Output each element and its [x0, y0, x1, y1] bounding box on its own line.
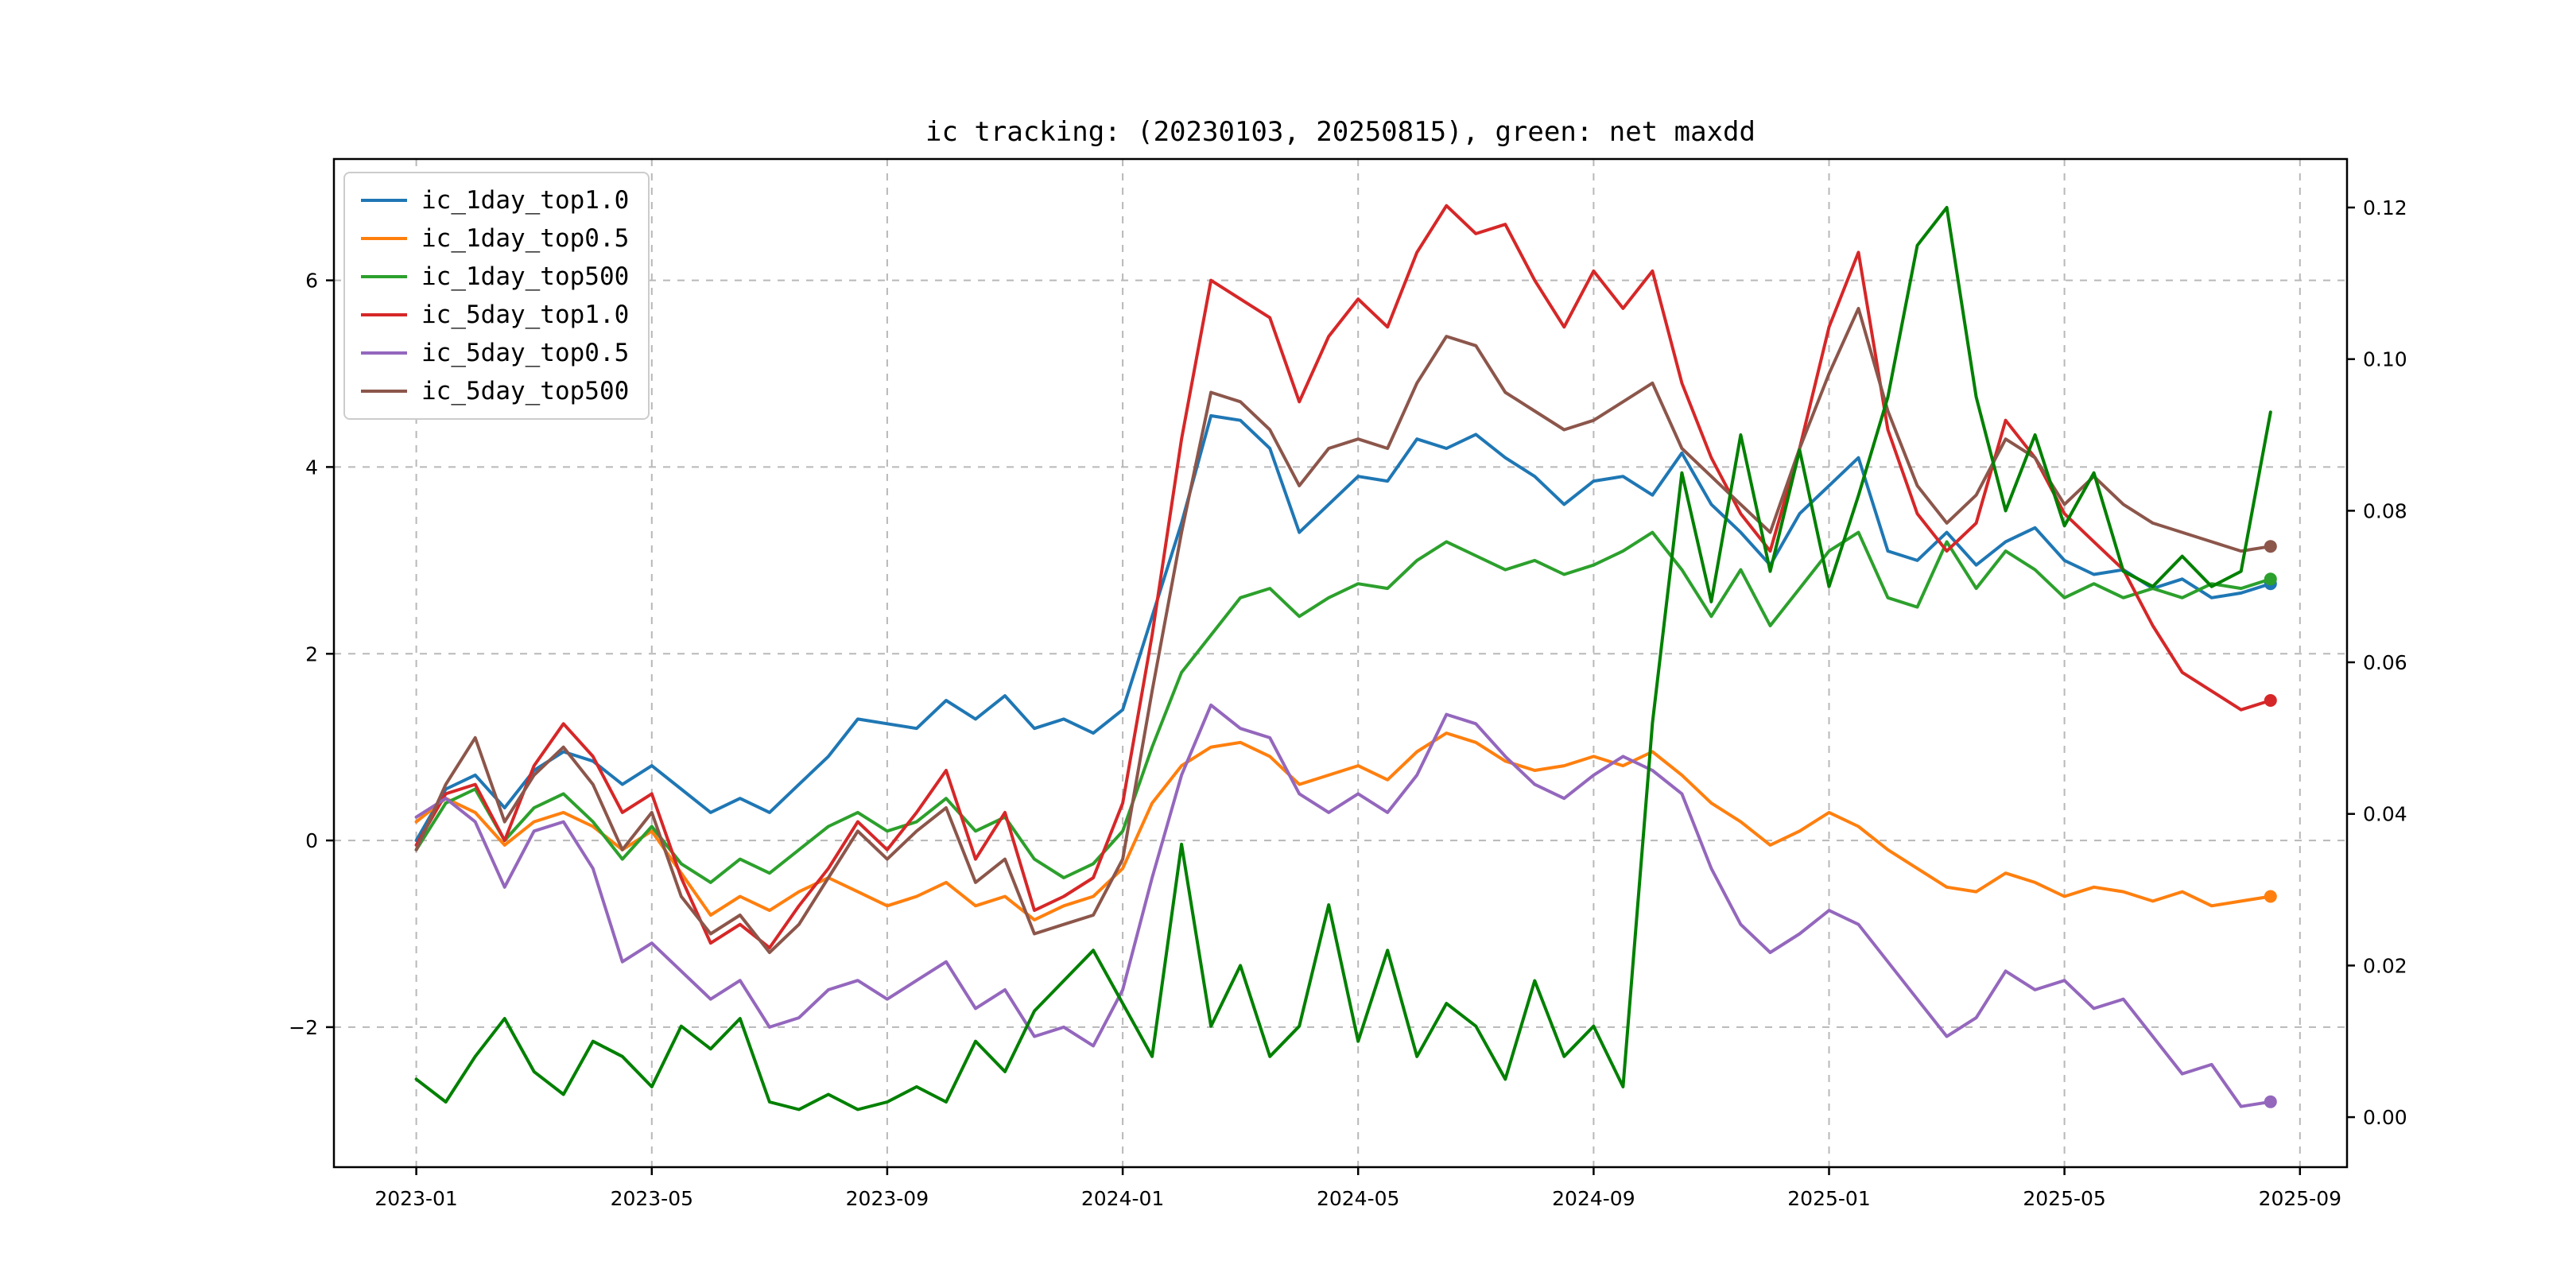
- y-axis-right: 0.00 0.02 0.04 0.06 0.08 0.10 0.12: [2347, 196, 2407, 1129]
- legend-item-ic-5day-top500[interactable]: ic_5day_top500: [361, 377, 629, 405]
- x-tick-label: 2025-05: [2023, 1187, 2105, 1210]
- y-left-tick-label: 6: [305, 270, 318, 293]
- y-right-tick-label: 0.10: [2363, 348, 2407, 371]
- y-left-tick-label: 2: [305, 642, 318, 665]
- y-left-tick-label: 4: [305, 456, 318, 479]
- x-tick-label: 2023-09: [846, 1187, 929, 1210]
- y-right-tick-label: 0.02: [2363, 954, 2407, 977]
- series-ic-1day-top1-0: [414, 413, 2272, 843]
- legend-line-swatch: [361, 275, 407, 278]
- end-dot-ic-5day-top1-0: [2264, 694, 2277, 707]
- series-ic-5day-top1-0: [414, 204, 2272, 950]
- series-net-maxdd: [414, 206, 2272, 1111]
- legend-item-ic-1day-top1-0[interactable]: ic_1day_top1.0: [361, 186, 629, 215]
- x-tick-label: 2025-01: [1787, 1187, 1870, 1210]
- x-tick-label: 2024-01: [1081, 1187, 1164, 1210]
- end-dot-ic-1day-top0-5: [2264, 890, 2277, 903]
- legend-item-ic-5day-top1-0[interactable]: ic_5day_top1.0: [361, 301, 629, 329]
- legend-label: ic_5day_top0.5: [421, 339, 630, 367]
- legend-line-swatch: [361, 390, 407, 393]
- x-axis: 2023-01 2023-05 2023-09 2024-01 2024-05 2024-…: [374, 1167, 2341, 1210]
- x-tick-label: 2025-09: [2259, 1187, 2341, 1210]
- legend-line-swatch: [361, 237, 407, 240]
- y-axis-left: −2 0 2 4 6: [289, 270, 334, 1039]
- legend-label: ic_1day_top500: [421, 262, 630, 291]
- legend-label: ic_1day_top0.5: [421, 224, 630, 253]
- x-tick-label: 2024-05: [1317, 1187, 1399, 1210]
- end-dot-ic-1day-top500: [2264, 572, 2277, 586]
- y-right-tick-label: 0.12: [2363, 196, 2407, 219]
- legend-label: ic_1day_top1.0: [421, 186, 630, 215]
- legend-item-ic-1day-top500[interactable]: ic_1day_top500: [361, 262, 629, 291]
- legend-item-ic-5day-top0-5[interactable]: ic_5day_top0.5: [361, 339, 629, 367]
- chart-title: ic tracking: (20230103, 20250815), green…: [925, 116, 1755, 148]
- legend-item-ic-1day-top0-5[interactable]: ic_1day_top0.5: [361, 224, 629, 253]
- y-right-tick-label: 0.00: [2363, 1106, 2407, 1129]
- legend-label: ic_5day_top500: [421, 377, 630, 405]
- legend: ic_1day_top1.0 ic_1day_top0.5 ic_1day_top5…: [343, 172, 650, 420]
- y-left-tick-label: −2: [289, 1016, 318, 1039]
- y-left-tick-label: 0: [305, 829, 318, 852]
- series-ic-1day-top0-5: [414, 731, 2272, 921]
- legend-line-swatch: [361, 351, 407, 355]
- legend-label: ic_5day_top1.0: [421, 301, 630, 329]
- y-right-tick-label: 0.04: [2363, 803, 2407, 826]
- legend-line-swatch: [361, 313, 407, 316]
- series-ic-5day-top0-5: [414, 703, 2272, 1108]
- x-tick-label: 2023-01: [374, 1187, 457, 1210]
- end-dot-ic-5day-top0-5: [2264, 1095, 2277, 1108]
- gridlines: [334, 159, 2347, 1167]
- y-right-tick-label: 0.06: [2363, 651, 2407, 674]
- end-dot-ic-5day-top500: [2264, 540, 2277, 553]
- legend-line-swatch: [361, 199, 407, 202]
- series-ic-1day-top500: [414, 530, 2272, 884]
- y-right-tick-label: 0.08: [2363, 499, 2407, 522]
- series-ic-5day-top500: [414, 306, 2272, 954]
- x-tick-label: 2024-09: [1552, 1187, 1635, 1210]
- x-tick-label: 2023-05: [611, 1187, 693, 1210]
